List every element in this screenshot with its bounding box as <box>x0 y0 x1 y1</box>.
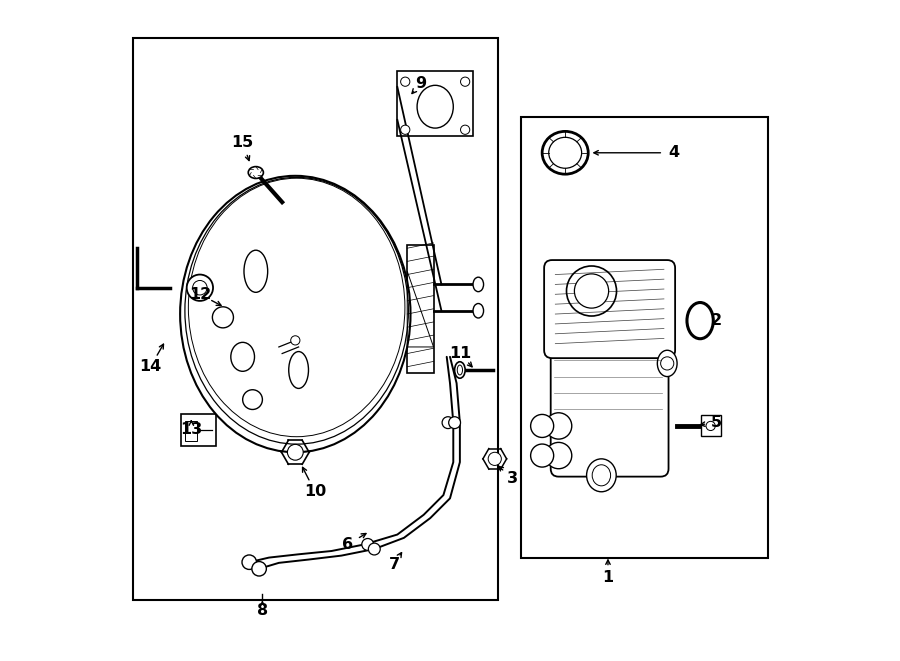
Bar <box>132 38 498 600</box>
Circle shape <box>252 562 266 576</box>
Ellipse shape <box>457 365 463 375</box>
Circle shape <box>400 125 410 134</box>
Circle shape <box>368 543 380 555</box>
Ellipse shape <box>545 442 572 469</box>
Text: 13: 13 <box>180 422 202 437</box>
Text: 8: 8 <box>256 603 268 618</box>
Ellipse shape <box>549 137 581 169</box>
Circle shape <box>566 266 617 316</box>
Bar <box>521 116 768 558</box>
Ellipse shape <box>244 251 267 292</box>
Ellipse shape <box>592 465 610 486</box>
Ellipse shape <box>473 277 483 292</box>
Text: 2: 2 <box>711 313 722 328</box>
Text: 3: 3 <box>507 471 518 486</box>
Text: 5: 5 <box>711 415 722 430</box>
Circle shape <box>287 444 303 460</box>
Ellipse shape <box>545 412 572 439</box>
Circle shape <box>661 357 674 370</box>
Ellipse shape <box>687 303 714 338</box>
Ellipse shape <box>454 362 465 378</box>
Ellipse shape <box>417 85 454 128</box>
Circle shape <box>461 125 470 134</box>
Circle shape <box>488 452 501 465</box>
Ellipse shape <box>587 459 617 492</box>
Text: 14: 14 <box>140 359 162 374</box>
Text: 9: 9 <box>415 76 426 91</box>
Text: 7: 7 <box>389 557 400 572</box>
Bar <box>407 245 434 373</box>
FancyBboxPatch shape <box>544 260 675 358</box>
Text: 10: 10 <box>304 485 326 499</box>
Ellipse shape <box>230 342 255 371</box>
FancyBboxPatch shape <box>701 415 721 436</box>
Text: 6: 6 <box>342 537 354 552</box>
Text: 1: 1 <box>602 570 614 585</box>
Circle shape <box>291 336 300 345</box>
Circle shape <box>574 274 608 308</box>
Circle shape <box>400 77 410 87</box>
Circle shape <box>449 416 461 428</box>
Bar <box>397 71 473 136</box>
Ellipse shape <box>657 350 677 377</box>
Circle shape <box>242 555 256 569</box>
Text: 15: 15 <box>231 136 254 151</box>
Circle shape <box>362 539 374 551</box>
Circle shape <box>212 307 233 328</box>
Circle shape <box>193 280 207 295</box>
Bar <box>184 421 196 441</box>
Ellipse shape <box>473 303 483 318</box>
Circle shape <box>442 416 454 428</box>
Text: 4: 4 <box>668 145 680 160</box>
Circle shape <box>706 421 716 430</box>
Bar <box>182 414 216 446</box>
Text: 12: 12 <box>189 287 211 302</box>
Ellipse shape <box>289 352 309 389</box>
Ellipse shape <box>248 167 264 178</box>
Circle shape <box>186 274 213 301</box>
Circle shape <box>461 77 470 87</box>
Ellipse shape <box>531 414 554 438</box>
Ellipse shape <box>180 176 410 452</box>
FancyBboxPatch shape <box>551 336 669 477</box>
Ellipse shape <box>531 444 554 467</box>
Circle shape <box>243 390 263 409</box>
Ellipse shape <box>542 132 589 174</box>
Text: 11: 11 <box>449 346 471 361</box>
